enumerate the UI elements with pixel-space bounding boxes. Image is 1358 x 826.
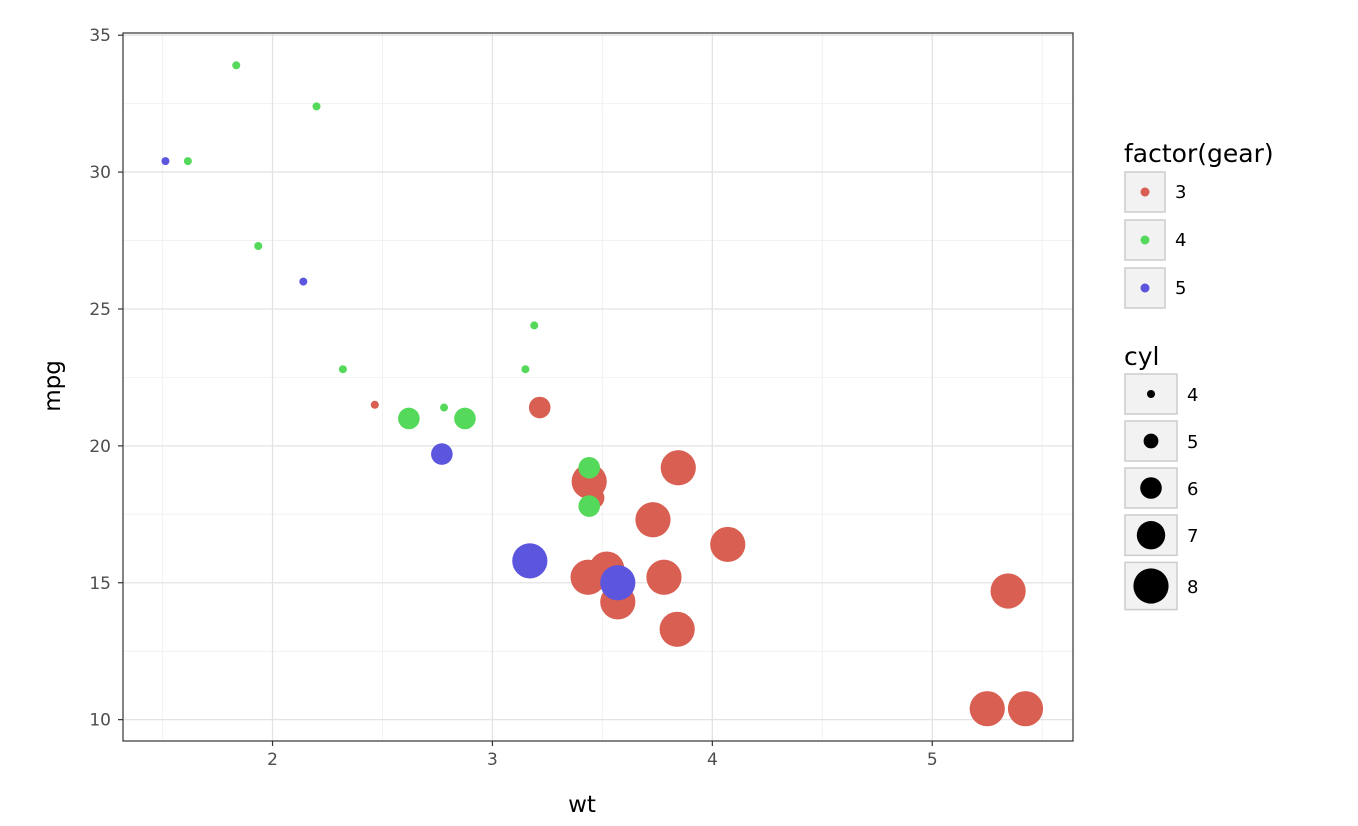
- data-point: [398, 407, 420, 430]
- x-axis: 2 3 4 5: [267, 741, 938, 770]
- data-point: [370, 400, 379, 409]
- x-tick-label: 3: [487, 750, 498, 770]
- data-point: [431, 443, 453, 465]
- legend-swatch: [1140, 187, 1150, 197]
- data-point: [530, 321, 539, 330]
- data-point: [512, 543, 548, 579]
- data-point: [600, 565, 636, 601]
- data-point: [254, 242, 263, 251]
- y-axis: 10 15 20 25 30 35: [89, 26, 123, 731]
- major-gridlines: [123, 33, 1073, 741]
- data-point: [635, 502, 671, 538]
- x-axis-title: wt: [568, 792, 596, 818]
- y-axis-title: mpg: [40, 360, 66, 412]
- legend-swatch: [1140, 283, 1150, 293]
- data-point: [660, 450, 696, 486]
- legend-swatch: [1133, 568, 1169, 604]
- legend-swatch: [1140, 477, 1162, 499]
- color-legend: factor(gear) 3 4 5: [1124, 139, 1274, 309]
- y-tick-label: 20: [89, 437, 111, 457]
- size-legend-label: 4: [1187, 385, 1198, 406]
- legend-swatch: [1143, 433, 1159, 449]
- legend-swatch: [1136, 521, 1166, 550]
- data-point: [659, 611, 695, 647]
- size-legend-label: 8: [1187, 577, 1198, 598]
- x-tick-label: 2: [267, 750, 278, 770]
- data-point: [710, 526, 746, 563]
- minor-gridlines: [123, 33, 1073, 741]
- data-point: [232, 61, 241, 70]
- data-point: [338, 365, 347, 374]
- color-legend-title: factor(gear): [1124, 139, 1274, 168]
- data-point: [1007, 691, 1044, 727]
- data-point: [528, 396, 551, 419]
- data-point: [969, 691, 1005, 727]
- y-tick-label: 15: [89, 574, 111, 594]
- data-point: [578, 495, 601, 517]
- data-point: [578, 456, 601, 479]
- x-tick-label: 4: [707, 750, 718, 770]
- data-point: [312, 102, 321, 111]
- y-tick-label: 10: [89, 711, 111, 731]
- y-tick-label: 30: [89, 163, 111, 183]
- data-point: [440, 403, 449, 412]
- color-legend-label: 4: [1175, 230, 1186, 251]
- data-point: [570, 559, 606, 595]
- data-point: [183, 157, 192, 166]
- data-point: [646, 559, 682, 595]
- data-point: [521, 365, 530, 374]
- size-legend: cyl 4 5 6 7 8: [1124, 342, 1198, 611]
- size-legend-label: 7: [1187, 526, 1198, 547]
- y-tick-label: 25: [89, 300, 111, 320]
- plot-panel-border: [122, 32, 1074, 742]
- size-legend-title: cyl: [1124, 342, 1160, 371]
- legend-swatch: [1147, 390, 1155, 398]
- data-point: [299, 277, 308, 286]
- data-points: [161, 61, 1044, 727]
- legend-swatch: [1140, 235, 1150, 245]
- x-tick-label: 5: [927, 750, 938, 770]
- data-point: [990, 573, 1026, 609]
- data-point: [161, 157, 170, 166]
- size-legend-label: 5: [1187, 432, 1198, 453]
- y-tick-label: 35: [89, 26, 111, 46]
- size-legend-label: 6: [1187, 479, 1198, 500]
- color-legend-label: 5: [1175, 278, 1186, 299]
- data-point: [454, 407, 476, 430]
- color-legend-label: 3: [1175, 182, 1186, 203]
